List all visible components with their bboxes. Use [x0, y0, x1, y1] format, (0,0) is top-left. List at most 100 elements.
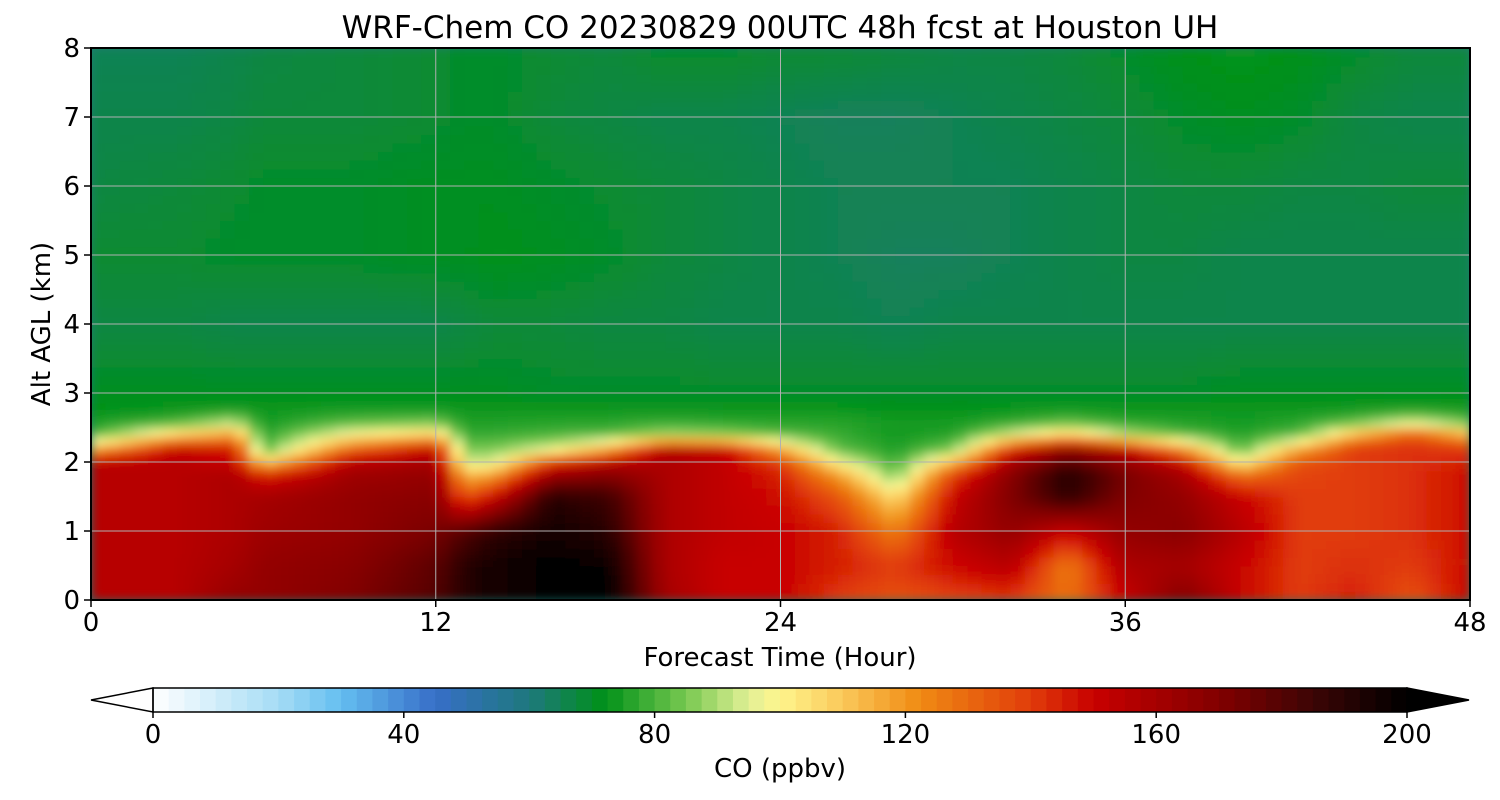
heatmap-cell	[1211, 298, 1227, 308]
heatmap-cell	[809, 462, 825, 472]
heatmap-cell	[407, 220, 423, 230]
heatmap-cell	[493, 522, 509, 532]
heatmap-cell	[981, 280, 997, 291]
heatmap-cell	[1297, 341, 1313, 351]
heatmap-cell	[191, 487, 207, 498]
heatmap-cell	[205, 565, 222, 575]
heatmap-cell	[1326, 341, 1342, 351]
heatmap-cell	[1426, 522, 1443, 532]
heatmap-cell	[1355, 263, 1371, 274]
heatmap-cell	[162, 272, 178, 282]
heatmap-cell	[723, 556, 739, 567]
heatmap-cell	[1441, 531, 1457, 541]
heatmap-cell	[335, 306, 351, 317]
heatmap-cell	[335, 582, 351, 593]
heatmap-cell	[708, 289, 724, 299]
heatmap-cell	[895, 548, 911, 558]
heatmap-cell	[995, 298, 1012, 308]
heatmap-cell	[1024, 349, 1040, 360]
heatmap-cell	[938, 453, 954, 463]
heatmap-cell	[708, 229, 724, 239]
heatmap-cell	[1455, 427, 1470, 437]
heatmap-cell	[565, 358, 581, 368]
heatmap-cell	[593, 315, 609, 325]
heatmap-cell	[435, 324, 451, 334]
heatmap-cell	[708, 280, 724, 291]
heatmap-cell	[421, 444, 437, 455]
heatmap-cell	[866, 306, 882, 317]
heatmap-cell	[148, 203, 164, 213]
heatmap-cell	[866, 384, 882, 394]
heatmap-cell	[1398, 263, 1414, 274]
heatmap-cell	[134, 522, 150, 532]
heatmap-cell	[823, 487, 839, 498]
heatmap-cell	[723, 427, 739, 437]
heatmap-cell	[378, 496, 394, 506]
heatmap-cell	[349, 505, 365, 515]
heatmap-cell	[493, 194, 509, 205]
heatmap-cell	[177, 470, 193, 481]
heatmap-cell	[1340, 522, 1356, 532]
heatmap-cell	[708, 220, 724, 230]
heatmap-cell	[378, 410, 394, 420]
heatmap-cell	[622, 453, 638, 463]
heatmap-cell	[1441, 237, 1457, 248]
heatmap-cell	[1240, 548, 1256, 558]
heatmap-cell	[694, 263, 710, 274]
heatmap-cell	[1426, 263, 1443, 274]
heatmap-cell	[1326, 436, 1342, 446]
heatmap-cell	[1268, 375, 1285, 386]
heatmap-cell	[622, 203, 638, 213]
heatmap-cell	[1283, 582, 1299, 593]
heatmap-cell	[967, 306, 983, 317]
heatmap-cell	[823, 289, 839, 299]
heatmap-cell	[392, 151, 408, 161]
heatmap-cell	[1168, 315, 1184, 325]
heatmap-cell	[708, 332, 724, 343]
heatmap-cell	[162, 349, 178, 360]
heatmap-cell	[162, 487, 178, 498]
heatmap-cell	[823, 203, 839, 213]
heatmap-cell	[1383, 289, 1399, 299]
heatmap-cell	[1082, 436, 1098, 446]
heatmap-cell	[995, 237, 1012, 248]
heatmap-cell	[220, 427, 236, 437]
heatmap-cell	[924, 168, 940, 179]
heatmap-cell	[1398, 246, 1414, 256]
heatmap-cell	[320, 255, 336, 265]
heatmap-cell	[1426, 582, 1443, 593]
heatmap-cell	[306, 194, 322, 205]
heatmap-cell	[1340, 186, 1356, 196]
heatmap-cell	[837, 436, 854, 446]
heatmap-cell	[1355, 229, 1371, 239]
heatmap-cell	[1125, 263, 1141, 274]
heatmap-cell	[1398, 151, 1414, 161]
heatmap-cell	[148, 177, 164, 187]
heatmap-cell	[421, 410, 437, 420]
heatmap-cell	[521, 401, 538, 412]
heatmap-cell	[335, 280, 351, 291]
heatmap-cell	[565, 556, 581, 567]
heatmap-cell	[1168, 505, 1184, 515]
heatmap-cell	[493, 332, 509, 343]
heatmap-cell	[766, 505, 782, 515]
heatmap-cell	[320, 375, 336, 386]
heatmap-cell	[823, 160, 839, 170]
heatmap-cell	[205, 470, 222, 481]
heatmap-cell	[1441, 436, 1457, 446]
heatmap-cell	[1197, 246, 1213, 256]
heatmap-cell	[320, 496, 336, 506]
heatmap-cell	[450, 410, 466, 420]
heatmap-cell	[708, 436, 724, 446]
heatmap-cell	[1297, 401, 1313, 412]
heatmap-cell	[1441, 332, 1457, 343]
heatmap-cell	[177, 367, 193, 377]
heatmap-cell	[1211, 186, 1227, 196]
heatmap-cell	[1283, 315, 1299, 325]
heatmap-cell	[205, 151, 222, 161]
heatmap-cell	[952, 410, 969, 420]
heatmap-cell	[665, 462, 681, 472]
heatmap-cell	[1311, 487, 1328, 498]
heatmap-cell	[636, 582, 653, 593]
heatmap-cell	[191, 332, 207, 343]
